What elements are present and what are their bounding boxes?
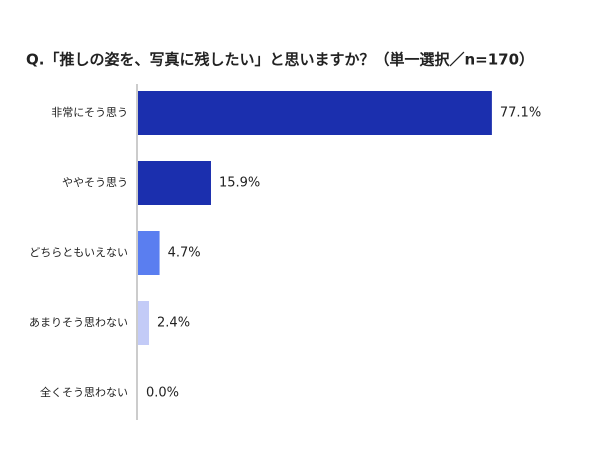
- bar: [138, 91, 492, 135]
- category-label: どちらともいえない: [29, 246, 128, 259]
- value-label: 2.4%: [157, 316, 190, 331]
- bar: [138, 161, 211, 205]
- value-label: 0.0%: [146, 386, 179, 401]
- category-label: 非常にそう思う: [51, 106, 128, 119]
- value-label: 4.7%: [168, 246, 201, 261]
- category-label: あまりそう思わない: [29, 316, 128, 329]
- bar: [138, 231, 160, 275]
- value-label: 77.1%: [500, 106, 541, 121]
- bar: [138, 301, 150, 345]
- chart-title: Q.「推しの姿を、写真に残したい」と思いますか？（単一選択／n=170）: [26, 51, 534, 69]
- value-label: 15.9%: [219, 176, 260, 191]
- category-label: 全くそう思わない: [40, 385, 128, 399]
- category-label: ややそう思う: [62, 176, 128, 189]
